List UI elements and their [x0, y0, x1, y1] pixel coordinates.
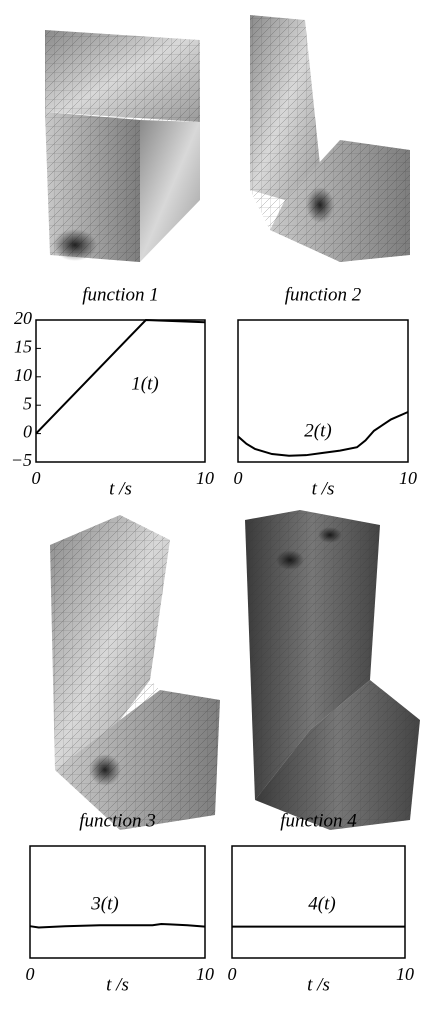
data-line [29, 922, 206, 929]
x-tick-label: 10 [196, 964, 214, 984]
mesh-image-1 [45, 30, 200, 262]
y-tick-label: −5 [11, 450, 32, 470]
curve-label: 1(t) [131, 373, 158, 394]
x-tick-label: 10 [396, 964, 414, 984]
y-tick-label: 5 [23, 393, 32, 413]
x-tick-label: 10 [399, 468, 417, 488]
curve-label: 2(t) [304, 420, 331, 441]
y-tick-label: 10 [14, 365, 32, 385]
plot-frame [35, 319, 206, 463]
x-axis-label: t /s [109, 478, 132, 499]
y-tick-label: 0 [23, 422, 32, 442]
curve-label: 3(t) [90, 893, 118, 914]
x-tick-label: 0 [26, 964, 35, 984]
chart-title: function 2 [285, 284, 362, 305]
chart-title: function 4 [280, 810, 357, 831]
mesh-image-3 [50, 515, 220, 830]
data-line [35, 318, 206, 435]
mesh-image-4 [245, 510, 420, 830]
data-line [237, 411, 409, 457]
x-tick-label: 0 [32, 468, 41, 488]
x-axis-label: t /s [312, 478, 335, 499]
curve-label: 4(t) [308, 893, 335, 914]
plot-frame [231, 845, 406, 959]
y-tick-label: 15 [14, 337, 32, 357]
y-tick-label: 20 [14, 308, 32, 328]
x-tick-label: 10 [196, 468, 214, 488]
chart-title: function 1 [82, 284, 159, 305]
x-tick-label: 0 [228, 964, 237, 984]
x-axis-label: t /s [307, 974, 330, 995]
mesh-image-2 [250, 15, 410, 262]
x-axis-label: t /s [106, 974, 129, 995]
plot-frame [237, 319, 409, 463]
chart-title: function 3 [79, 810, 156, 831]
x-tick-label: 0 [234, 468, 243, 488]
plot-frame [29, 845, 206, 959]
